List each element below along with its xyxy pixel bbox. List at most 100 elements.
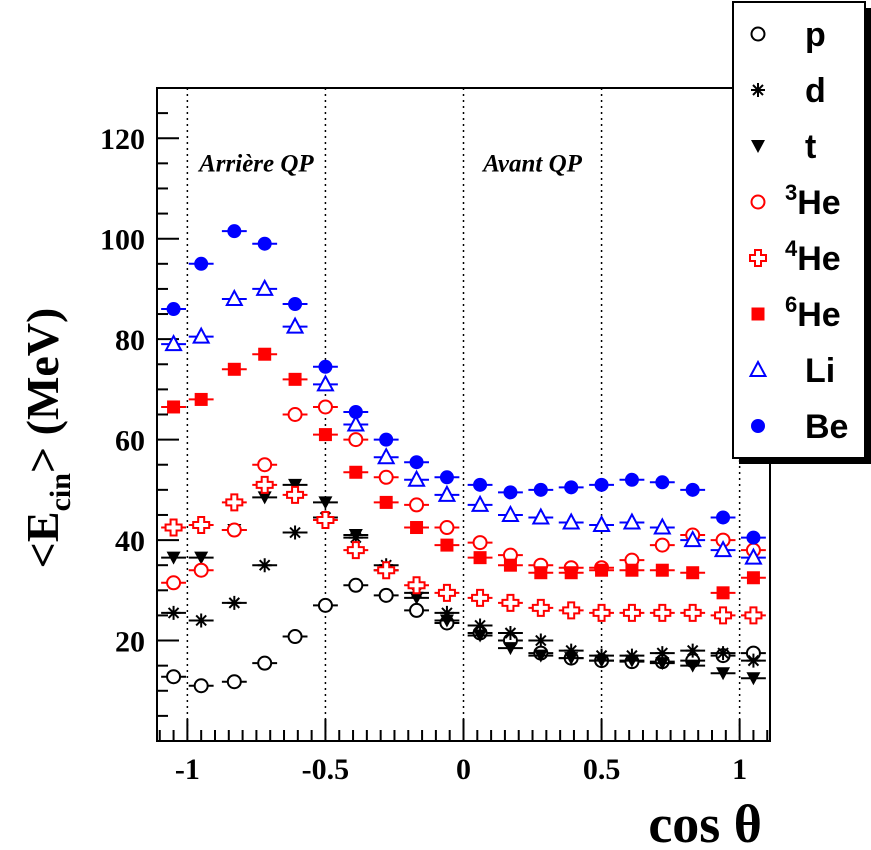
data-point: [503, 642, 518, 656]
legend-entry-7: Be: [751, 408, 848, 446]
legend-marker: [751, 419, 765, 433]
series-3: [161, 399, 766, 591]
data-point: [439, 520, 455, 536]
data-point: [407, 576, 426, 595]
y-tick-label: 60: [115, 425, 145, 458]
data-point: [503, 558, 517, 572]
data-point: [166, 669, 182, 685]
data-point: [288, 525, 303, 540]
data-point: [473, 618, 488, 633]
legend-label: 4He: [785, 236, 841, 278]
data-point: [564, 643, 579, 658]
data-point: [624, 472, 639, 487]
data-point: [348, 432, 364, 448]
legend-label-name: He: [797, 240, 840, 278]
data-point: [194, 392, 208, 406]
legend-marker: [750, 194, 766, 210]
data-point: [227, 362, 241, 376]
legend-box: [732, 1, 866, 459]
region-label-1: Avant QP: [481, 150, 583, 177]
data-point: [225, 493, 244, 512]
data-point: [287, 407, 303, 422]
data-point: [316, 510, 335, 529]
legend-marker: [751, 83, 765, 97]
y-tick-label: 40: [115, 525, 145, 558]
data-series-layer: [161, 224, 766, 694]
region-divider-lines: [186, 88, 741, 741]
data-point: [501, 593, 520, 612]
data-point: [683, 603, 702, 622]
series-6: [161, 278, 766, 565]
data-point: [746, 530, 761, 545]
data-point: [167, 400, 181, 414]
data-point: [472, 535, 488, 551]
data-point: [257, 457, 273, 473]
data-point: [685, 482, 700, 497]
data-point: [437, 484, 457, 502]
y-axis-title-subscript: cin: [44, 473, 77, 512]
data-point: [166, 302, 181, 317]
data-point: [378, 469, 394, 485]
data-point: [716, 646, 731, 661]
data-point: [346, 414, 365, 432]
legend-label-superscript: 3: [785, 180, 797, 205]
data-point: [716, 667, 731, 681]
data-point: [257, 558, 272, 573]
data-point: [257, 236, 272, 251]
data-point: [562, 512, 581, 530]
data-point: [564, 480, 579, 495]
data-point: [471, 588, 490, 607]
legend-marker: [748, 359, 768, 377]
data-point: [348, 577, 364, 593]
legend-label: t: [805, 128, 816, 166]
region-label-0: Arrière QP: [197, 150, 314, 177]
data-point: [685, 659, 700, 673]
y-axis-title: <Ecin> (MeV): [17, 308, 77, 569]
x-tick-label: 0: [456, 753, 471, 786]
data-point: [439, 470, 454, 485]
data-point: [379, 495, 393, 509]
data-point: [746, 653, 761, 668]
data-point: [349, 465, 363, 479]
data-point: [409, 602, 425, 618]
legend-label: Li: [805, 352, 835, 390]
legend-marker: [749, 249, 767, 267]
data-point: [193, 678, 209, 694]
data-point: [533, 482, 548, 497]
data-point: [317, 597, 333, 613]
data-point: [288, 296, 303, 311]
data-point: [625, 563, 639, 577]
data-point: [503, 626, 518, 641]
data-point: [316, 374, 335, 392]
series-5: [161, 347, 766, 600]
data-point: [655, 563, 669, 577]
legend-label-superscript: 4: [785, 236, 798, 261]
legend-entry-6: Li: [748, 352, 835, 390]
legend-label-name: He: [797, 184, 840, 222]
data-point: [255, 278, 274, 296]
legend-label: d: [805, 72, 826, 110]
legend-label: Be: [805, 408, 848, 446]
data-point: [348, 529, 363, 543]
data-point: [226, 674, 242, 690]
y-tick-label: 20: [115, 626, 145, 659]
x-tick-label: 0.5: [583, 753, 621, 786]
data-point: [683, 529, 702, 548]
y-axis-title-main: <E: [17, 511, 68, 568]
series-7: [161, 224, 766, 545]
data-point: [318, 496, 333, 510]
data-point: [194, 256, 209, 271]
data-point: [655, 657, 670, 671]
data-point: [531, 598, 550, 617]
series-4: [161, 475, 766, 625]
data-point: [409, 455, 424, 470]
data-point: [622, 603, 641, 622]
data-point: [318, 428, 332, 442]
data-point: [716, 510, 731, 525]
data-point: [379, 432, 394, 447]
data-point: [378, 587, 394, 603]
region-annotations: Arrière QP Avant QP: [197, 150, 583, 177]
data-point: [564, 566, 578, 580]
